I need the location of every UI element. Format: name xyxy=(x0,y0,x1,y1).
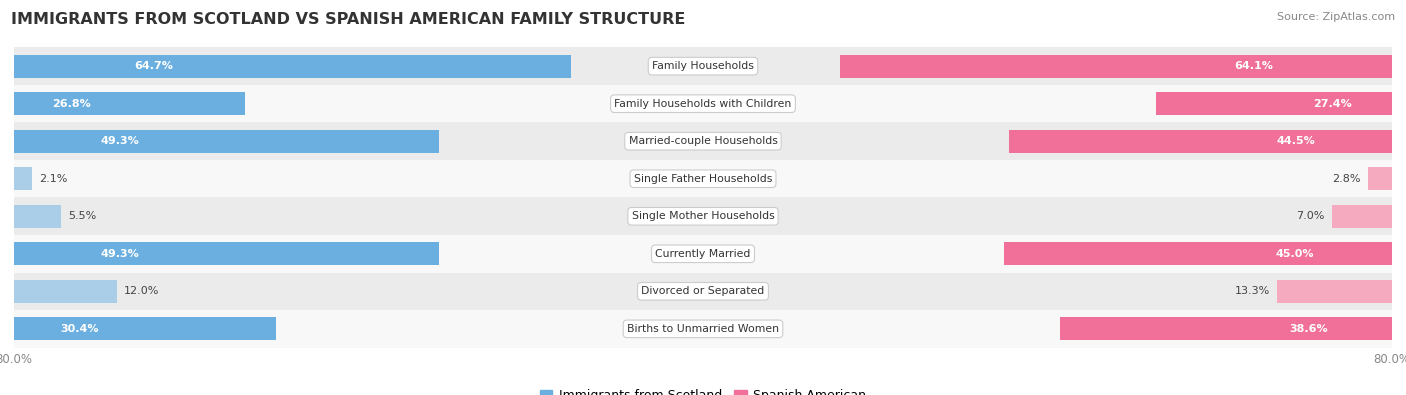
Text: Divorced or Separated: Divorced or Separated xyxy=(641,286,765,296)
Text: 64.7%: 64.7% xyxy=(134,61,173,71)
Text: 5.5%: 5.5% xyxy=(69,211,97,221)
Bar xyxy=(14,198,1392,235)
Bar xyxy=(1156,92,1392,115)
Bar xyxy=(14,280,117,303)
Text: 45.0%: 45.0% xyxy=(1275,249,1315,259)
Bar xyxy=(1060,317,1392,340)
Bar xyxy=(14,130,439,153)
Text: Family Households: Family Households xyxy=(652,61,754,71)
Bar xyxy=(14,47,1392,85)
Text: Single Father Households: Single Father Households xyxy=(634,174,772,184)
Bar xyxy=(14,235,1392,273)
Bar xyxy=(1278,280,1392,303)
Bar xyxy=(839,55,1392,78)
Bar xyxy=(14,92,245,115)
Text: 7.0%: 7.0% xyxy=(1296,211,1324,221)
Bar xyxy=(1004,242,1392,265)
Bar xyxy=(14,205,62,228)
Text: Births to Unmarried Women: Births to Unmarried Women xyxy=(627,324,779,334)
Text: 2.1%: 2.1% xyxy=(39,174,67,184)
Text: 13.3%: 13.3% xyxy=(1236,286,1271,296)
Text: 30.4%: 30.4% xyxy=(60,324,98,334)
Text: Family Households with Children: Family Households with Children xyxy=(614,99,792,109)
Text: 49.3%: 49.3% xyxy=(101,136,139,146)
Text: IMMIGRANTS FROM SCOTLAND VS SPANISH AMERICAN FAMILY STRUCTURE: IMMIGRANTS FROM SCOTLAND VS SPANISH AMER… xyxy=(11,12,686,27)
Text: 12.0%: 12.0% xyxy=(124,286,160,296)
Bar xyxy=(14,160,1392,198)
Bar xyxy=(14,242,439,265)
Bar xyxy=(1331,205,1392,228)
Bar xyxy=(1368,167,1392,190)
Text: Single Mother Households: Single Mother Households xyxy=(631,211,775,221)
Bar xyxy=(14,167,32,190)
Text: 38.6%: 38.6% xyxy=(1289,324,1329,334)
Text: 26.8%: 26.8% xyxy=(52,99,91,109)
Bar xyxy=(14,317,276,340)
Text: 49.3%: 49.3% xyxy=(101,249,139,259)
Text: Married-couple Households: Married-couple Households xyxy=(628,136,778,146)
Legend: Immigrants from Scotland, Spanish American: Immigrants from Scotland, Spanish Americ… xyxy=(534,384,872,395)
Bar xyxy=(14,85,1392,122)
Text: 27.4%: 27.4% xyxy=(1313,99,1353,109)
Text: 2.8%: 2.8% xyxy=(1333,174,1361,184)
Text: Currently Married: Currently Married xyxy=(655,249,751,259)
Text: 44.5%: 44.5% xyxy=(1277,136,1316,146)
Bar xyxy=(14,273,1392,310)
Bar xyxy=(14,55,571,78)
Bar xyxy=(14,122,1392,160)
Bar xyxy=(1008,130,1392,153)
Text: 64.1%: 64.1% xyxy=(1234,61,1274,71)
Text: Source: ZipAtlas.com: Source: ZipAtlas.com xyxy=(1277,12,1395,22)
Bar xyxy=(14,310,1392,348)
